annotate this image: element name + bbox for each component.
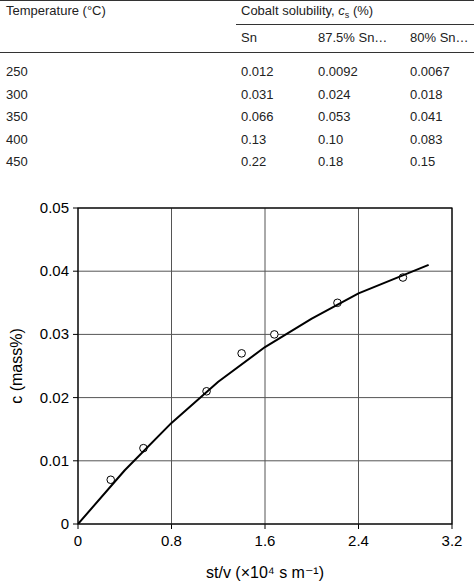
table-cell: 0.041 [410,109,443,124]
table-cell: 0.083 [410,132,443,147]
table-cell: 0.22 [241,154,266,169]
table-cell: 0.053 [318,109,351,124]
table-cell: 0.066 [241,109,274,124]
group-header-part: (%) [349,3,373,18]
tick-y [73,271,78,272]
chart: 0 0.8 1.6 2.4 3.2 0 0.01 0.02 0.03 0.04 0.05 st/v (… [8,199,462,581]
tick-x [452,524,453,529]
tick-label-y: 0.02 [40,389,69,406]
tick-label-y: 0.01 [40,452,69,469]
data-point [271,331,279,339]
table-cell: 400 [6,132,28,147]
table-rule [0,52,474,53]
column-header: 80% Sn… [410,30,469,45]
grid-line-y [78,271,452,272]
grid-line-x [171,208,172,524]
table-cell: 0.18 [318,154,343,169]
table-cell: 350 [6,109,28,124]
tick-x [265,524,266,529]
fit-curve [78,265,429,524]
tick-y [73,524,78,525]
tick-label-y: 0.04 [40,262,69,279]
table-cell: 0.031 [241,87,274,102]
table-cell: 0.10 [318,132,343,147]
tick-y [73,397,78,398]
table-cell: 300 [6,87,28,102]
table-cell: 0.0092 [318,64,358,79]
table-cell: 250 [6,64,28,79]
tick-x [358,524,359,529]
plot-data [78,265,429,524]
table-cell: 0.15 [410,154,435,169]
grid-line-y [78,334,452,335]
tick-label-x: 1.6 [255,532,276,549]
plot-frame [78,208,452,524]
grid-line-x [358,208,359,524]
tick-y [73,334,78,335]
table-rule [0,0,474,1]
column-header: 87.5% Sn… [318,30,387,45]
group-header: Cobalt solubility, cs (%) [241,3,373,20]
tick-label-y: 0 [61,515,69,532]
x-axis-label: st/v (×10⁴ s m⁻¹) [206,564,324,581]
table-rule [236,24,474,25]
tick-label-x: 2.4 [348,532,369,549]
table-cell: 0.13 [241,132,266,147]
background [0,0,474,588]
group-header-part: Cobalt solubility, [241,3,338,18]
tick-y [73,460,78,461]
tick-label-x: 3.2 [442,532,463,549]
table-header: Temperature (°C) [6,3,106,18]
tick-x [78,524,79,529]
data-point [238,350,246,358]
table-cell: 0.024 [318,87,351,102]
tick-label-x: 0 [74,532,82,549]
page: Temperature (°C) Cobalt solubility, cs (%… [0,0,474,588]
grid-line-x [265,208,266,524]
tick-y [73,208,78,209]
table-cell: 0.0067 [410,64,450,79]
y-axis-label: c (mass%) [8,328,25,404]
column-header: Sn [241,30,257,45]
tick-label-y: 0.05 [40,199,69,216]
tick-x [171,524,172,529]
grid-line-y [78,397,452,398]
table-cell: 450 [6,154,28,169]
tick-label-x: 0.8 [161,532,182,549]
table-cell: 0.018 [410,87,443,102]
table: Temperature (°C) Cobalt solubility, cs (%… [0,1,474,170]
table-cell: 0.012 [241,64,274,79]
tick-label-y: 0.03 [40,325,69,342]
